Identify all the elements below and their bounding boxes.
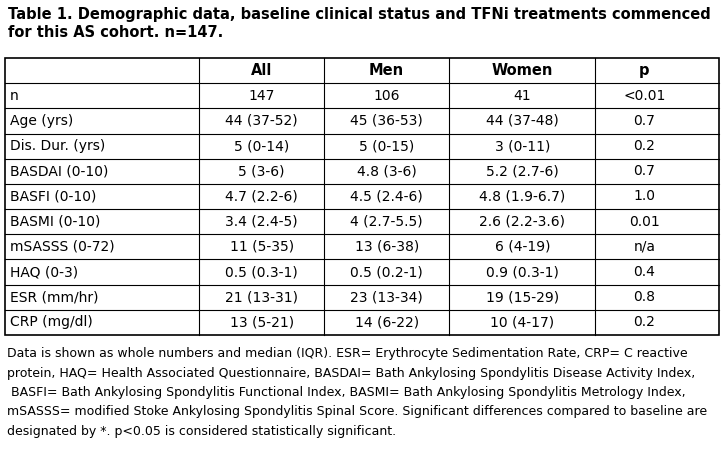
Text: for this AS cohort. n=147.: for this AS cohort. n=147. [8, 25, 223, 40]
Text: All: All [251, 63, 272, 78]
Text: BASFI (0-10): BASFI (0-10) [10, 190, 96, 204]
Text: 0.5 (0.3-1): 0.5 (0.3-1) [225, 265, 298, 279]
Text: BASMI (0-10): BASMI (0-10) [10, 215, 101, 229]
Text: 4 (2.7-5.5): 4 (2.7-5.5) [350, 215, 423, 229]
Text: 11 (5-35): 11 (5-35) [230, 240, 294, 254]
Text: 45 (36-53): 45 (36-53) [350, 114, 423, 128]
Text: 0.2: 0.2 [634, 315, 655, 329]
Text: mSASSS (0-72): mSASSS (0-72) [10, 240, 114, 254]
Text: 106: 106 [374, 89, 400, 103]
Text: 0.9 (0.3-1): 0.9 (0.3-1) [486, 265, 559, 279]
Text: 19 (15-29): 19 (15-29) [486, 290, 559, 304]
Text: 41: 41 [513, 89, 531, 103]
Text: <0.01: <0.01 [623, 89, 665, 103]
Text: 3.4 (2.4-5): 3.4 (2.4-5) [225, 215, 298, 229]
Text: 2.6 (2.2-3.6): 2.6 (2.2-3.6) [479, 215, 565, 229]
Text: 5 (0-14): 5 (0-14) [234, 139, 290, 153]
Text: 4.5 (2.4-6): 4.5 (2.4-6) [350, 190, 423, 204]
Text: protein, HAQ= Health Associated Questionnaire, BASDAI= Bath Ankylosing Spondylit: protein, HAQ= Health Associated Question… [7, 367, 695, 380]
Text: 5.2 (2.7-6): 5.2 (2.7-6) [486, 164, 559, 178]
Text: 13 (5-21): 13 (5-21) [230, 315, 294, 329]
Text: 0.01: 0.01 [629, 215, 660, 229]
Text: 0.4: 0.4 [634, 265, 655, 279]
Text: 13 (6-38): 13 (6-38) [355, 240, 418, 254]
Text: 14 (6-22): 14 (6-22) [355, 315, 418, 329]
Text: Women: Women [492, 63, 553, 78]
Text: 0.5 (0.2-1): 0.5 (0.2-1) [350, 265, 423, 279]
Text: 0.7: 0.7 [634, 114, 655, 128]
Text: Data is shown as whole numbers and median (IQR). ESR= Erythrocyte Sedimentation : Data is shown as whole numbers and media… [7, 347, 688, 360]
Text: 0.7: 0.7 [634, 164, 655, 178]
Text: Dis. Dur. (yrs): Dis. Dur. (yrs) [10, 139, 105, 153]
Text: BASDAI (0-10): BASDAI (0-10) [10, 164, 109, 178]
Text: 6 (4-19): 6 (4-19) [494, 240, 550, 254]
Text: Age (yrs): Age (yrs) [10, 114, 73, 128]
Text: 5 (3-6): 5 (3-6) [238, 164, 285, 178]
Text: 4.8 (3-6): 4.8 (3-6) [357, 164, 416, 178]
Text: CRP (mg/dl): CRP (mg/dl) [10, 315, 93, 329]
Text: p: p [639, 63, 649, 78]
Text: 0.2: 0.2 [634, 139, 655, 153]
Text: 5 (0-15): 5 (0-15) [359, 139, 414, 153]
Text: designated by *. p<0.05 is considered statistically significant.: designated by *. p<0.05 is considered st… [7, 425, 396, 438]
Text: 44 (37-48): 44 (37-48) [486, 114, 559, 128]
Text: 44 (37-52): 44 (37-52) [225, 114, 298, 128]
Text: BASFI= Bath Ankylosing Spondylitis Functional Index, BASMI= Bath Ankylosing Spon: BASFI= Bath Ankylosing Spondylitis Funct… [7, 386, 686, 399]
Text: mSASSS= modified Stoke Ankylosing Spondylitis Spinal Score. Significant differen: mSASSS= modified Stoke Ankylosing Spondy… [7, 405, 707, 418]
Text: Men: Men [369, 63, 404, 78]
Text: Table 1. Demographic data, baseline clinical status and TFNi treatments commence: Table 1. Demographic data, baseline clin… [8, 7, 711, 22]
Text: 4.8 (1.9-6.7): 4.8 (1.9-6.7) [479, 190, 565, 204]
Text: 23 (13-34): 23 (13-34) [350, 290, 423, 304]
Text: HAQ (0-3): HAQ (0-3) [10, 265, 78, 279]
Text: 0.8: 0.8 [634, 290, 655, 304]
Text: n/a: n/a [634, 240, 655, 254]
Text: 10 (4-17): 10 (4-17) [490, 315, 555, 329]
Text: 3 (0-11): 3 (0-11) [494, 139, 550, 153]
Text: 1.0: 1.0 [634, 190, 655, 204]
Text: 4.7 (2.2-6): 4.7 (2.2-6) [225, 190, 298, 204]
Text: n: n [10, 89, 19, 103]
Text: 21 (13-31): 21 (13-31) [225, 290, 298, 304]
Bar [5, 58, 719, 335]
Text: ESR (mm/hr): ESR (mm/hr) [10, 290, 98, 304]
Text: 147: 147 [248, 89, 275, 103]
